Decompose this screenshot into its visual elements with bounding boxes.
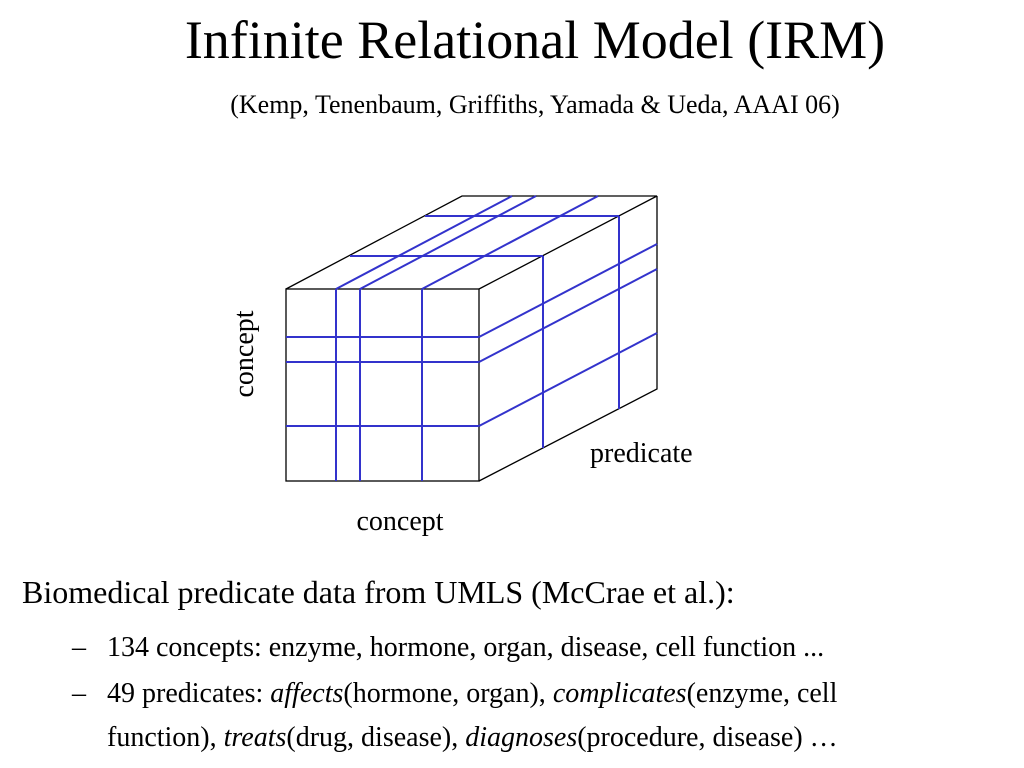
predicate-treats-args: (drug, disease), <box>286 722 466 753</box>
bullet-marker: – <box>72 632 86 663</box>
top-depth-line <box>421 195 599 290</box>
predicate-diagnoses-args: (procedure, disease) … <box>577 722 838 753</box>
bullet-text-line-1: 49 predicates: affects(hormone, organ), … <box>107 672 837 716</box>
body-heading: Biomedical predicate data from UMLS (McC… <box>22 574 735 610</box>
axis-label-predicate: predicate <box>590 438 693 469</box>
top-depth-line <box>359 195 537 290</box>
cube-right-face-edge <box>478 196 658 482</box>
axis-label-concept-columns: concept <box>356 506 444 537</box>
predicate-diagnoses: diagnoses <box>465 722 578 753</box>
predicate-complicates: complicates <box>552 678 687 709</box>
bullet-marker: – <box>72 678 86 709</box>
right-depth-line <box>478 268 658 363</box>
cube-top-face-edge <box>285 195 658 290</box>
right-depth-line <box>478 243 658 338</box>
bullet-text: 134 concepts: enzyme, hormone, organ, di… <box>107 632 825 663</box>
axis-label-concept-rows: concept <box>229 310 260 398</box>
partition-lines <box>286 195 658 481</box>
relational-cube-diagram <box>285 195 658 482</box>
predicate-affects: affects <box>270 678 344 709</box>
predicate-treats: treats <box>223 722 287 753</box>
slide-subtitle: (Kemp, Tenenbaum, Griffiths, Yamada & Ue… <box>230 90 840 119</box>
bullet-text-line-2: function), treats(drug, disease), diagno… <box>107 716 838 760</box>
predicate-complicates-args: (enzyme, cell <box>686 678 838 709</box>
predicate-affects-args: (hormone, organ), <box>343 678 553 709</box>
top-depth-line <box>335 195 513 290</box>
slide-title: Infinite Relational Model (IRM) <box>184 10 886 70</box>
predicates-prefix: 49 predicates: <box>107 678 271 709</box>
predicate-complicates-args-cont: function), <box>107 722 224 753</box>
cube-front-face <box>285 288 480 482</box>
right-depth-line <box>478 332 658 427</box>
